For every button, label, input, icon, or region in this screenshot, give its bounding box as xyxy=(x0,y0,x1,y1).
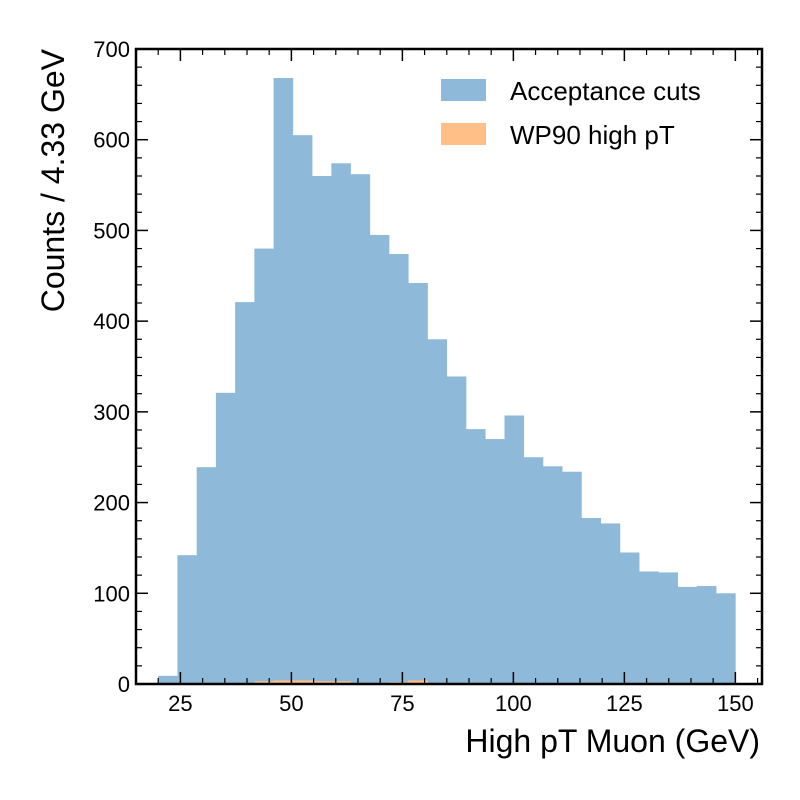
bar-acceptance-cuts-22 xyxy=(581,517,602,684)
x-axis-title: High pT Muon (GeV) xyxy=(465,723,760,759)
bar-acceptance-cuts-23 xyxy=(600,523,621,684)
bar-wp90-high-pt-7 xyxy=(292,680,313,684)
bar-acceptance-cuts-16 xyxy=(466,429,486,684)
bar-acceptance-cuts-12 xyxy=(389,254,409,684)
bar-acceptance-cuts-24 xyxy=(619,552,640,684)
y-tick-label-700: 700 xyxy=(93,37,130,62)
bar-wp90-high-pt-13 xyxy=(408,680,428,684)
legend-label-wp90-high-pt: WP90 high pT xyxy=(510,120,675,150)
bar-acceptance-cuts-27 xyxy=(677,586,698,684)
plot-frame xyxy=(134,47,764,686)
bar-acceptance-cuts-25 xyxy=(639,571,659,684)
bar-wp90-high-pt-5 xyxy=(254,681,274,684)
y-tick-label-200: 200 xyxy=(93,491,130,516)
legend-label-acceptance-cuts: Acceptance cuts xyxy=(510,76,701,106)
bar-acceptance-cuts-10 xyxy=(350,174,371,684)
bar-acceptance-cuts-6 xyxy=(273,78,294,685)
x-tick-label-75: 75 xyxy=(390,691,414,716)
bar-acceptance-cuts-8 xyxy=(312,176,332,684)
bar-acceptance-cuts-15 xyxy=(446,376,467,684)
bar-acceptance-cuts-14 xyxy=(427,339,448,684)
x-tick-label-25: 25 xyxy=(168,691,192,716)
y-axis-title: Counts / 4.33 GeV xyxy=(35,48,71,312)
bar-acceptance-cuts-29 xyxy=(716,593,736,684)
bar-acceptance-cuts-11 xyxy=(369,234,390,684)
x-tick-label-100: 100 xyxy=(495,691,532,716)
ticks-layer: 25 50 75 100 125 150 0 100 200 300 400 500 600 700 xyxy=(93,37,762,716)
bars-layer xyxy=(158,78,736,685)
bar-acceptance-cuts-21 xyxy=(562,471,582,684)
bar-wp90-high-pt-8 xyxy=(312,681,332,684)
bar-acceptance-cuts-4 xyxy=(235,302,255,684)
bar-acceptance-cuts-20 xyxy=(542,466,563,684)
bar-acceptance-cuts-28 xyxy=(696,586,717,684)
bar-acceptance-cuts-5 xyxy=(254,248,274,685)
bar-acceptance-cuts-0 xyxy=(158,675,178,684)
y-tick-label-400: 400 xyxy=(93,309,130,334)
legend-swatch-acceptance-cuts xyxy=(441,79,486,101)
bar-wp90-high-pt-6 xyxy=(273,680,294,684)
bar-acceptance-cuts-18 xyxy=(504,415,525,684)
bar-acceptance-cuts-17 xyxy=(485,439,505,684)
bar-acceptance-cuts-26 xyxy=(658,572,678,684)
bar-acceptance-cuts-13 xyxy=(408,283,428,684)
y-tick-label-0: 0 xyxy=(118,672,130,697)
bar-acceptance-cuts-1 xyxy=(177,555,197,684)
y-tick-label-600: 600 xyxy=(93,128,130,153)
bar-acceptance-cuts-3 xyxy=(215,392,236,684)
y-tick-label-100: 100 xyxy=(93,581,130,606)
bar-acceptance-cuts-2 xyxy=(196,467,217,684)
x-tick-label-150: 150 xyxy=(717,691,754,716)
bar-acceptance-cuts-19 xyxy=(523,457,544,684)
legend-swatch-wp90-high-pt xyxy=(441,123,486,145)
legend: Acceptance cuts WP90 high pT xyxy=(441,76,701,150)
bar-wp90-high-pt-9 xyxy=(331,681,351,684)
y-tick-label-500: 500 xyxy=(93,218,130,243)
bar-acceptance-cuts-7 xyxy=(292,135,313,684)
x-tick-label-125: 125 xyxy=(606,691,643,716)
x-tick-label-50: 50 xyxy=(279,691,303,716)
bar-acceptance-cuts-9 xyxy=(331,163,351,685)
y-tick-label-300: 300 xyxy=(93,400,130,425)
